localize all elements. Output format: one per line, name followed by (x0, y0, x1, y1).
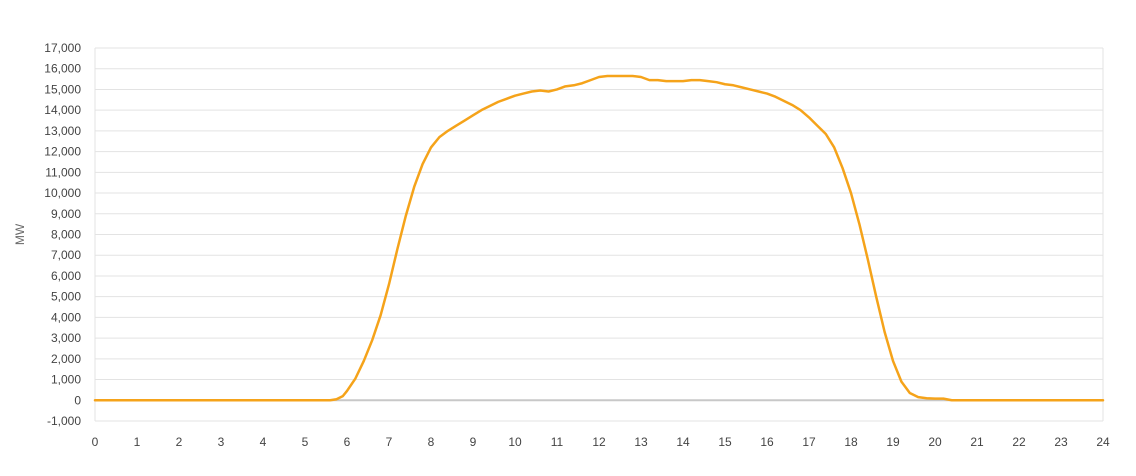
y-tick-label: 6,000 (51, 269, 81, 283)
y-axis-title: MW (13, 223, 27, 245)
y-axis-tick-labels: -1,000 0 1,000 2,000 3,000 4,000 5,000 6,000 7,0… (44, 41, 81, 428)
y-tick-label: 17,000 (44, 41, 81, 55)
y-tick-label: 5,000 (51, 290, 81, 304)
y-tick-label: 11,000 (45, 165, 81, 179)
x-tick-label: 11 (551, 435, 564, 449)
y-tick-label: 14,000 (44, 103, 81, 117)
y-tick-label: -1,000 (47, 414, 81, 428)
x-tick-label: 1 (134, 435, 141, 449)
x-tick-label: 20 (928, 435, 942, 449)
y-tick-label: 15,000 (44, 82, 81, 96)
series-layer (93, 74, 1105, 402)
y-tick-label: 7,000 (51, 248, 81, 262)
x-tick-label: 16 (760, 435, 774, 449)
x-tick-label: 14 (676, 435, 690, 449)
y-tick-label: 3,000 (51, 331, 81, 345)
x-tick-label: 9 (470, 435, 477, 449)
x-tick-label: 7 (386, 435, 393, 449)
y-tick-label: 2,000 (51, 352, 81, 366)
x-tick-label: 5 (302, 435, 309, 449)
y-tick-label: 0 (74, 393, 81, 407)
x-tick-label: 10 (508, 435, 522, 449)
y-tick-label: 8,000 (51, 228, 81, 242)
x-tick-label: 15 (718, 435, 732, 449)
y-tick-label: 13,000 (44, 124, 81, 138)
y-tick-label: 1,000 (51, 373, 81, 387)
x-tick-label: 17 (802, 435, 816, 449)
series-line-0 (93, 74, 1105, 402)
x-tick-label: 13 (634, 435, 648, 449)
x-tick-label: 12 (592, 435, 606, 449)
x-axis-tick-labels: 0 1 2 3 4 5 6 7 8 9 10 11 12 13 14 15 16 17 18 19 20 21 22 23 24 (92, 435, 1110, 449)
x-tick-label: 4 (260, 435, 267, 449)
x-tick-label: 18 (844, 435, 858, 449)
x-tick-label: 24 (1096, 435, 1110, 449)
x-tick-label: 0 (92, 435, 99, 449)
x-tick-label: 2 (176, 435, 183, 449)
x-tick-label: 8 (428, 435, 435, 449)
x-tick-label: 22 (1012, 435, 1026, 449)
y-tick-label: 10,000 (44, 186, 81, 200)
y-tick-label: 16,000 (44, 62, 81, 76)
y-tick-label: 9,000 (51, 207, 81, 221)
x-tick-label: 19 (886, 435, 900, 449)
x-tick-label: 23 (1054, 435, 1068, 449)
x-tick-label: 3 (218, 435, 225, 449)
grid-lines (94, 47, 1104, 422)
y-tick-label: 4,000 (51, 310, 81, 324)
x-tick-label: 6 (344, 435, 351, 449)
x-tick-label: 21 (970, 435, 984, 449)
y-tick-label: 12,000 (44, 145, 81, 159)
